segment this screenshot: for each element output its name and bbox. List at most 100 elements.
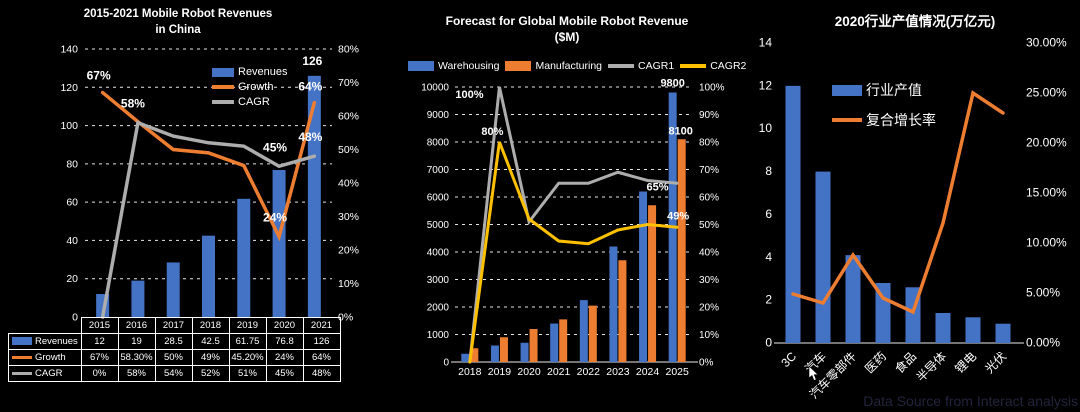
global-forecast-legend: Warehousing Manufacturing CAGR1 CAGR2: [408, 60, 746, 72]
mouse-cursor: [808, 366, 819, 381]
bar-manufacturing-2018: [470, 348, 479, 362]
x-axis-category-label: 2024: [636, 366, 660, 378]
china-revenues-plot: 0 20 40 60 80 100 120 140 0% 10% 20% 30% 40% 50% 60% 70…: [60, 44, 359, 324]
right-axis-tick-label: 40%: [699, 248, 719, 259]
right-axis-tick-label: 20%: [699, 303, 719, 314]
x-axis-category-label: 医药: [862, 349, 889, 376]
table-cell: 58.30%: [117, 349, 156, 366]
right-axis-tick-label: 90%: [699, 110, 719, 121]
right-axis-tick-label: 50%: [338, 144, 359, 156]
data-label: 8100: [668, 125, 692, 137]
left-axis-tick-label: 5000: [427, 220, 450, 231]
line-复合增长率: [791, 90, 1005, 315]
table-year-header: 2015: [80, 317, 119, 334]
legend-bar-swatch-icon: [832, 84, 862, 96]
right-axis-tick-label: 10.00%: [1026, 236, 1067, 250]
bar-manufacturing-2025: [677, 139, 686, 362]
table-cell: 45.20%: [228, 349, 267, 366]
bar-manufacturing-2021: [559, 319, 568, 362]
legend-label: CAGR: [238, 96, 270, 108]
chart-title: 2020行业产值情况(万亿元): [755, 13, 1075, 31]
data-label: 67%: [87, 69, 111, 83]
legend-item-manufacturing: Manufacturing: [505, 60, 602, 72]
left-axis-tick-label: 10: [759, 121, 773, 135]
line-cagr2: [468, 141, 679, 364]
table-cell: 0%: [80, 365, 119, 382]
table-cell: 50%: [154, 349, 193, 366]
legend-line-swatch-icon: [212, 85, 234, 89]
bar-warehousing-2024: [639, 191, 648, 362]
legend-label: CAGR2: [710, 60, 747, 72]
table-year-header: 2016: [117, 317, 156, 334]
bar-revenues-2021: [307, 75, 321, 317]
left-axis-tick-label: 80: [66, 158, 78, 170]
bar-行业产值-汽车零部件: [845, 255, 861, 343]
bar-行业产值-光伏: [995, 323, 1011, 343]
left-axis-tick-label: 0: [765, 336, 772, 350]
table-cell: 67%: [80, 349, 119, 366]
table-cell: 64%: [302, 349, 341, 366]
table-year-header: 2018: [191, 317, 230, 334]
left-axis-tick-label: 8000: [427, 138, 450, 149]
data-label: 100%: [455, 89, 483, 101]
x-axis-category-label: 2021: [547, 366, 571, 378]
right-axis-tick-label: 0%: [699, 358, 714, 369]
x-axis-category-label: 2019: [488, 366, 512, 378]
right-axis-tick-label: 30%: [338, 211, 359, 223]
table-cell: 24%: [265, 349, 304, 366]
industry-output-legend: 行业产值 复合增长率: [832, 80, 936, 130]
bar-warehousing-2020: [520, 342, 529, 362]
left-axis-tick-label: 3000: [427, 275, 450, 286]
bar-revenues-2019: [237, 198, 251, 317]
table-year-header: 2019: [228, 317, 267, 334]
right-axis-tick-label: 30%: [699, 275, 719, 286]
right-axis-tick-label: 10%: [699, 330, 719, 341]
global-forecast-plot: 0 1000 2000 3000 4000 5000 6000 7000 8000 9000 100…: [421, 78, 725, 379]
bar-warehousing-2021: [550, 323, 559, 362]
x-axis-category-label: 3C: [778, 349, 799, 370]
x-axis-category-label: 光伏: [982, 349, 1009, 376]
left-axis-tick-label: 0: [443, 358, 449, 369]
data-label: 58%: [121, 97, 145, 111]
table-year-header: 2020: [265, 317, 304, 334]
table-row: CAGR 0% 58% 54% 52% 51% 45% 48%: [8, 365, 341, 382]
x-axis-category-label: 2020: [517, 366, 541, 378]
data-label: 126: [302, 54, 322, 68]
bar-revenues-2020: [272, 169, 286, 317]
x-axis-category-label: 食品: [892, 349, 920, 377]
right-axis-tick-label: 25.00%: [1026, 86, 1067, 100]
right-axis-tick-label: 70%: [699, 165, 719, 176]
left-axis-tick-label: 4: [765, 250, 772, 264]
bar-manufacturing-2024: [648, 205, 657, 362]
data-label: 9800: [660, 78, 684, 90]
x-axis-category-label: 2023: [606, 366, 630, 378]
left-axis-tick-label: 8: [765, 164, 772, 178]
china-data-table: 2015 2016 2017 2018 2019 2020 2021 Revenues 12 19…: [8, 317, 341, 382]
legend-label: Warehousing: [438, 60, 500, 72]
table-cell: 28.5: [154, 333, 193, 350]
left-axis-tick-label: 40: [66, 235, 78, 247]
bar-行业产值-锂电: [965, 317, 981, 343]
table-cell: 12: [80, 333, 119, 350]
legend-label: CAGR1: [638, 60, 675, 72]
left-axis-tick-label: 100: [60, 120, 78, 132]
right-axis-tick-label: 20%: [338, 245, 359, 257]
chart-title-line-1: Forecast for Global Mobile Robot Revenue: [445, 14, 689, 28]
x-axis-category-label: 锂电: [952, 349, 980, 377]
legend-bar-swatch-icon: [408, 61, 434, 71]
left-axis-tick-label: 20: [66, 273, 78, 285]
legend-item-cagr: CAGR: [212, 96, 288, 108]
legend-label: Growth: [238, 81, 274, 93]
right-axis-tick-label: 100%: [699, 83, 725, 94]
x-axis-category-label: 2025: [666, 366, 690, 378]
right-axis-tick-label: 50%: [699, 220, 719, 231]
data-label: 45%: [263, 140, 287, 154]
right-axis-tick-label: 15.00%: [1026, 186, 1067, 200]
legend-bar-swatch-icon: [212, 67, 234, 77]
right-axis-tick-label: 40%: [338, 178, 359, 190]
right-axis-tick-label: 70%: [338, 77, 359, 89]
china-revenues-chart-panel: 2015-2021 Mobile Robot Revenues in China…: [0, 0, 390, 412]
bar-warehousing-2018: [461, 353, 470, 362]
left-axis-tick-label: 2000: [427, 303, 450, 314]
left-axis-tick-label: 12: [759, 78, 773, 92]
